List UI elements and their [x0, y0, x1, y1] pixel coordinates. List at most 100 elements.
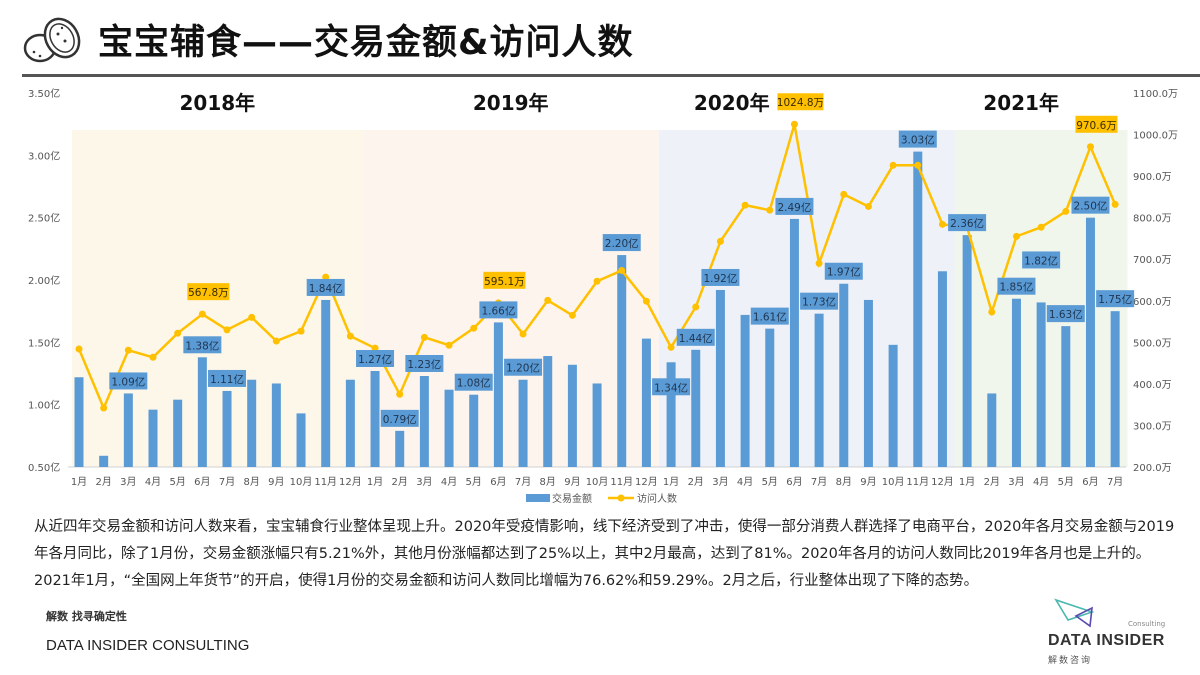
company-name: DATA INSIDER CONSULTING	[46, 637, 250, 654]
bar-label-box	[602, 234, 641, 252]
bar-data-label: 1.92亿	[703, 272, 737, 285]
x-axis-tick: 4月	[441, 476, 457, 488]
line-point	[1111, 200, 1119, 208]
bar-data-label: 2.49亿	[777, 201, 811, 214]
bar-label-box	[109, 372, 148, 390]
line-point	[124, 346, 132, 354]
x-axis-tick: 3月	[416, 476, 432, 488]
left-axis-tick: 3.50亿	[28, 87, 60, 100]
line-point	[396, 390, 404, 398]
bar-data-label: 1.44亿	[679, 332, 713, 345]
line-point	[741, 201, 749, 209]
left-axis-tick: 1.50亿	[28, 336, 60, 349]
right-axis-tick: 900.0万	[1133, 172, 1172, 183]
x-axis-tick: 6月	[490, 476, 506, 488]
line-data-label: 595.1万	[484, 276, 525, 288]
line-label-box	[483, 271, 526, 289]
bar-label-box	[380, 409, 419, 427]
bar	[370, 371, 380, 467]
bar-label-box	[1022, 251, 1061, 269]
left-axis-tick: 2.50亿	[28, 212, 60, 225]
right-axis-tick: 700.0万	[1133, 255, 1172, 266]
bar-data-label: 1.84亿	[309, 282, 343, 295]
line-point	[297, 327, 305, 335]
bar	[173, 399, 183, 467]
cookie-icon	[23, 17, 81, 63]
year-label: 2019年	[473, 91, 549, 115]
bar	[567, 364, 577, 467]
right-axis-tick: 200.0万	[1133, 463, 1172, 474]
bar-label-box	[183, 336, 222, 354]
bar	[148, 409, 158, 467]
line-point	[223, 326, 231, 334]
bar-label-box	[454, 373, 493, 391]
bar	[617, 255, 627, 467]
bar-label-box	[1071, 196, 1110, 214]
line-point	[988, 308, 996, 316]
bar	[74, 377, 84, 467]
line-label-box	[187, 283, 230, 301]
bar-label-box	[1096, 290, 1135, 308]
brand-name: DATA INSIDER	[1048, 632, 1165, 649]
line-point	[1086, 143, 1094, 151]
bar-data-label: 1.09亿	[111, 375, 145, 388]
bar	[395, 430, 405, 467]
line-point	[519, 330, 527, 338]
bar	[863, 299, 873, 467]
bar-data-label: 0.79亿	[383, 413, 417, 426]
line-point	[790, 120, 798, 128]
bar	[123, 393, 133, 467]
line-point	[889, 161, 897, 169]
x-axis-tick: 11月	[314, 476, 337, 488]
line-point	[100, 404, 108, 412]
x-axis-tick: 1月	[367, 476, 383, 488]
bar	[296, 413, 306, 467]
x-axis-tick: 2月	[984, 476, 1000, 488]
line-point	[198, 310, 206, 318]
legend-bar-swatch	[526, 494, 550, 502]
right-axis-tick: 1100.0万	[1133, 89, 1178, 100]
bar	[247, 379, 257, 467]
left-axis-tick: 0.50亿	[28, 461, 60, 474]
bar	[1036, 302, 1046, 467]
bar	[691, 349, 701, 467]
bar-data-label: 2.20亿	[605, 237, 639, 250]
line-point	[174, 329, 182, 337]
x-axis-tick: 10月	[882, 476, 905, 488]
bar	[814, 313, 824, 467]
x-axis-tick: 8月	[540, 476, 556, 488]
year-label: 2020年	[694, 91, 770, 115]
bar-data-label: 1.23亿	[407, 358, 441, 371]
x-axis-tick: 6月	[194, 476, 210, 488]
brand-chinese-name: 解数咨询	[1048, 656, 1093, 666]
x-axis-tick: 5月	[466, 476, 482, 488]
bar	[419, 375, 429, 467]
x-axis-tick: 8月	[836, 476, 852, 488]
x-axis-tick: 1月	[663, 476, 679, 488]
line-point	[149, 353, 157, 361]
line-point	[420, 333, 428, 341]
line-point	[864, 202, 872, 210]
x-axis-tick: 1月	[959, 476, 975, 488]
x-axis-tick: 9月	[860, 476, 876, 488]
line-point	[346, 332, 354, 340]
line-point	[815, 259, 823, 267]
line-point	[914, 161, 922, 169]
bar	[765, 328, 775, 467]
right-axis-tick: 800.0万	[1133, 214, 1172, 225]
bar-label-box	[652, 378, 691, 396]
line-point	[322, 273, 330, 281]
title-divider	[22, 74, 1200, 77]
bar	[99, 455, 109, 467]
right-axis-tick: 600.0万	[1133, 297, 1172, 308]
bar	[345, 379, 355, 467]
line-point	[272, 337, 280, 345]
x-axis-tick: 1月	[71, 476, 87, 488]
left-axis-tick: 3.00亿	[28, 149, 60, 162]
line-point	[618, 266, 626, 274]
bar	[1110, 311, 1120, 467]
bar	[888, 344, 898, 467]
right-axis-tick: 1000.0万	[1133, 131, 1178, 142]
line-point	[544, 296, 552, 304]
x-axis-tick: 4月	[737, 476, 753, 488]
